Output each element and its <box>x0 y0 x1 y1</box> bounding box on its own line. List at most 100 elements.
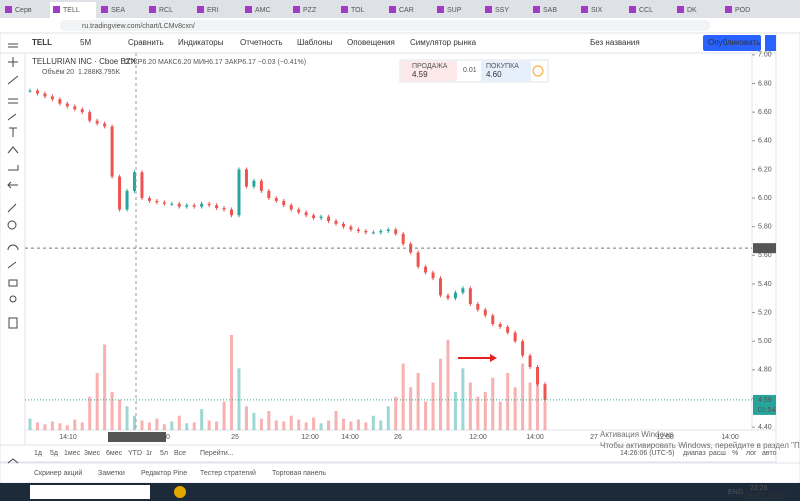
candle <box>230 209 234 216</box>
panel-tab[interactable]: Торговая панель <box>272 470 326 477</box>
tab[interactable] <box>722 2 768 18</box>
tab[interactable] <box>434 2 480 18</box>
volume-bar <box>297 419 301 430</box>
range[interactable]: 5д <box>50 450 58 457</box>
publish-arrow[interactable] <box>765 35 776 51</box>
panel-tab[interactable]: Заметки <box>98 470 125 477</box>
symbol[interactable]: TELL <box>32 38 52 47</box>
volume-bar <box>244 406 248 430</box>
tab-title[interactable]: TOL <box>351 7 365 14</box>
tab-title[interactable]: ERI <box>207 7 219 14</box>
tab-title[interactable]: SSY <box>495 7 509 14</box>
sell-button[interactable] <box>401 61 457 81</box>
volume-bar <box>252 412 256 430</box>
buy-button[interactable] <box>481 61 531 81</box>
candle <box>491 315 495 325</box>
candle <box>364 230 368 233</box>
tab[interactable] <box>50 2 96 18</box>
tab[interactable] <box>194 2 240 18</box>
tab-title[interactable]: AMC <box>255 7 271 14</box>
candle <box>327 216 331 221</box>
range[interactable]: 3мес <box>84 450 101 457</box>
arrow-head <box>490 354 497 362</box>
toolbar-item[interactable]: Индикаторы <box>178 38 224 47</box>
axis-option[interactable]: авто <box>762 450 777 457</box>
time-label: 12:00 <box>656 434 674 441</box>
range[interactable]: 1д <box>34 450 42 457</box>
tab[interactable] <box>386 2 432 18</box>
tab[interactable] <box>98 2 144 18</box>
panel-tab[interactable]: Скринер акций <box>34 469 82 477</box>
candle <box>28 90 32 92</box>
tab-title[interactable]: SIX <box>591 7 603 14</box>
layout-name[interactable]: Без названия <box>590 38 640 47</box>
range[interactable]: 5л <box>160 450 168 457</box>
candle <box>431 272 435 279</box>
time-label: 12:00 <box>301 434 319 441</box>
tab-title[interactable]: RCL <box>159 7 173 14</box>
toolbar-item[interactable]: Шаблоны <box>297 38 333 47</box>
url-field[interactable] <box>60 20 710 31</box>
tab-title[interactable]: TELL <box>63 7 80 14</box>
time-label: 14:00 <box>526 434 544 441</box>
volume-bar <box>177 415 181 430</box>
tab[interactable] <box>578 2 624 18</box>
range[interactable]: YTD <box>128 450 142 457</box>
tab-icon <box>53 6 60 13</box>
range[interactable]: Все <box>174 450 186 457</box>
tab[interactable] <box>626 2 672 18</box>
tab[interactable] <box>338 2 384 18</box>
range[interactable]: Перейти... <box>200 449 234 457</box>
candle <box>483 309 487 316</box>
range[interactable]: 1мес <box>64 450 81 457</box>
range[interactable]: 1г <box>146 450 153 457</box>
chrome-icon[interactable] <box>174 486 186 498</box>
volume-bar <box>35 422 39 430</box>
tab[interactable] <box>482 2 528 18</box>
tab-title[interactable]: SAB <box>543 7 557 14</box>
legend-ohlc: ОТКР6.20 МАКС6.20 МИН6.17 ЗАКР6.17 −0.03… <box>124 59 306 66</box>
publish-button[interactable] <box>703 35 761 51</box>
tab[interactable] <box>290 2 336 18</box>
time-label: 12:00 <box>469 434 487 441</box>
tab[interactable] <box>674 2 720 18</box>
info-icon[interactable] <box>532 65 544 77</box>
tab-title[interactable]: PZZ <box>303 7 317 14</box>
volume-bar <box>446 339 450 430</box>
toolbar-item[interactable]: Симулятор рынка <box>410 38 477 47</box>
candle <box>140 172 144 199</box>
candle <box>379 230 383 233</box>
axis-option[interactable]: диапаз <box>683 450 706 457</box>
panel-tab[interactable]: Редактор Pine <box>141 470 187 477</box>
candle <box>401 233 405 244</box>
interval[interactable]: 5M <box>80 38 91 47</box>
tab-title[interactable]: SEA <box>111 7 125 14</box>
toolbar-item[interactable]: Отчетность <box>240 38 283 47</box>
range[interactable]: 6мес <box>106 450 123 457</box>
toolbar-item[interactable]: Оповещения <box>347 38 395 47</box>
tab-icon <box>725 6 732 13</box>
candle <box>513 332 517 342</box>
volume-bar <box>319 423 323 430</box>
tab[interactable] <box>530 2 576 18</box>
tab-title[interactable]: POD <box>735 7 750 14</box>
volume-bar <box>73 419 77 430</box>
search-box[interactable] <box>30 485 150 499</box>
tab[interactable] <box>146 2 192 18</box>
tab-title[interactable]: DK <box>687 7 697 14</box>
tab-title[interactable]: SUP <box>447 7 462 14</box>
publish[interactable]: Опубликовать <box>708 38 760 47</box>
toolbar-item[interactable]: Сравнить <box>128 38 164 47</box>
y-tick-label: 5.80 <box>758 224 772 231</box>
axis-option[interactable]: лог <box>746 450 757 457</box>
tab-title[interactable]: Серв <box>15 7 32 14</box>
axis-option[interactable]: % <box>732 450 738 457</box>
volume-bar <box>215 421 219 430</box>
tab-title[interactable]: CAR <box>399 7 414 14</box>
axis-option[interactable]: расш <box>709 450 726 457</box>
candle <box>170 203 174 205</box>
tab[interactable] <box>242 2 288 18</box>
tab-title[interactable]: CCL <box>639 7 653 14</box>
panel-tab[interactable]: Тестер стратегий <box>200 469 256 477</box>
tab[interactable] <box>2 2 48 18</box>
